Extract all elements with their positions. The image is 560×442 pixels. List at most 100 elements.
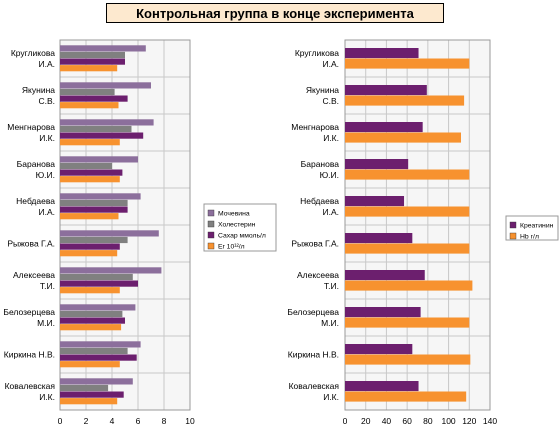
category-label: С.В. bbox=[38, 96, 55, 106]
bar bbox=[345, 307, 421, 318]
category-label: Киркина Н.В. bbox=[288, 350, 339, 360]
category-label: И.А. bbox=[322, 59, 339, 69]
category-label: Менгнарова bbox=[291, 122, 339, 132]
bar bbox=[345, 354, 471, 365]
bar bbox=[60, 361, 120, 368]
bar bbox=[345, 122, 423, 133]
bar bbox=[60, 193, 141, 200]
legend-swatch bbox=[207, 231, 215, 239]
bar bbox=[60, 199, 128, 207]
bar bbox=[60, 119, 154, 126]
plot-border bbox=[59, 39, 191, 411]
bar bbox=[60, 304, 136, 311]
bar bbox=[60, 162, 112, 170]
category-label: Баранова bbox=[17, 159, 56, 169]
bar bbox=[60, 324, 122, 331]
bar bbox=[345, 196, 405, 207]
bar bbox=[345, 159, 409, 170]
category-label: М.И. bbox=[37, 318, 55, 328]
bar bbox=[60, 398, 118, 405]
bar bbox=[60, 82, 151, 89]
x-tick-label: 0 bbox=[343, 416, 348, 426]
category-label: Рыжова Г.А. bbox=[291, 239, 339, 249]
bar bbox=[345, 391, 467, 402]
bar bbox=[345, 169, 470, 180]
bar bbox=[60, 230, 159, 237]
bar bbox=[60, 243, 120, 250]
bar bbox=[60, 156, 138, 163]
bar bbox=[60, 51, 125, 59]
category-label: Ю.И. bbox=[36, 170, 55, 180]
left-legend: Мочевина Холестерин Сахар ммоль/л Er 10¹²/л bbox=[203, 203, 277, 252]
x-tick-label: 8 bbox=[162, 416, 167, 426]
chart-title: Контрольная группа в конце эксперимента bbox=[106, 3, 444, 23]
legend-box bbox=[203, 203, 277, 252]
category-label: Небдаева bbox=[16, 196, 55, 206]
category-label: Менгнарова bbox=[7, 122, 55, 132]
x-tick-label: 140 bbox=[483, 416, 497, 426]
category-label: Ю.И. bbox=[320, 170, 339, 180]
bar bbox=[345, 132, 461, 143]
bar bbox=[60, 391, 124, 398]
category-label: И.А. bbox=[322, 207, 339, 217]
x-tick-label: 20 bbox=[361, 416, 371, 426]
legend-swatch bbox=[509, 221, 517, 229]
bar bbox=[345, 344, 413, 355]
legend-entry: Холестерин bbox=[218, 222, 256, 229]
bar bbox=[345, 280, 473, 291]
category-label: С.В. bbox=[322, 96, 339, 106]
bar bbox=[345, 48, 419, 59]
bar bbox=[60, 206, 128, 213]
category-label: Белозерцева bbox=[287, 307, 339, 317]
bar bbox=[60, 88, 115, 96]
category-label: Ковалевская bbox=[5, 381, 56, 391]
bar bbox=[60, 213, 119, 220]
legend-entry: Мочевина bbox=[218, 211, 250, 218]
x-tick-label: 60 bbox=[402, 416, 412, 426]
bar bbox=[60, 132, 144, 139]
bar bbox=[60, 267, 162, 274]
bar bbox=[60, 169, 123, 176]
right-chart: 0 20 40 60 80 100 120 140КругликоваИ.А.ЯкунинаС… bbox=[287, 39, 497, 426]
x-tick-label: 120 bbox=[462, 416, 476, 426]
x-tick-label: 4 bbox=[110, 416, 115, 426]
bar bbox=[60, 45, 146, 52]
x-tick-label: 10 bbox=[185, 416, 195, 426]
bar bbox=[60, 102, 119, 109]
bar bbox=[60, 176, 120, 183]
category-label: М.И. bbox=[321, 318, 339, 328]
category-label: Т.И. bbox=[40, 281, 55, 291]
category-label: Киркина Н.В. bbox=[4, 350, 55, 360]
bar bbox=[60, 95, 128, 102]
category-label: И.А. bbox=[38, 59, 55, 69]
category-label: Кругликова bbox=[295, 48, 339, 58]
bar bbox=[60, 125, 132, 133]
category-label: Баранова bbox=[301, 159, 340, 169]
bar bbox=[60, 317, 125, 324]
legend-swatch bbox=[509, 232, 517, 240]
x-tick-label: 100 bbox=[441, 416, 455, 426]
bar bbox=[345, 206, 470, 217]
category-label: Рыжова Г.А. bbox=[7, 239, 55, 249]
category-label: Якунина bbox=[306, 85, 339, 95]
x-tick-label: 0 bbox=[58, 416, 63, 426]
bar bbox=[60, 310, 123, 318]
legend-swatch bbox=[207, 209, 215, 217]
category-label: И.К. bbox=[323, 133, 339, 143]
category-label: Якунина bbox=[22, 85, 55, 95]
bar bbox=[60, 65, 118, 72]
bar bbox=[60, 280, 138, 287]
bar bbox=[60, 378, 133, 385]
bar bbox=[60, 273, 133, 281]
bar bbox=[345, 381, 419, 392]
category-label: И.К. bbox=[39, 392, 55, 402]
category-label: Небдаева bbox=[300, 196, 339, 206]
category-label: И.К. bbox=[39, 133, 55, 143]
bar bbox=[345, 95, 465, 106]
legend-swatch bbox=[207, 242, 215, 250]
category-label: Т.И. bbox=[324, 281, 339, 291]
bar bbox=[60, 354, 137, 361]
right-legend: Креатинин Hb г/л bbox=[505, 215, 559, 241]
bar bbox=[345, 85, 427, 96]
